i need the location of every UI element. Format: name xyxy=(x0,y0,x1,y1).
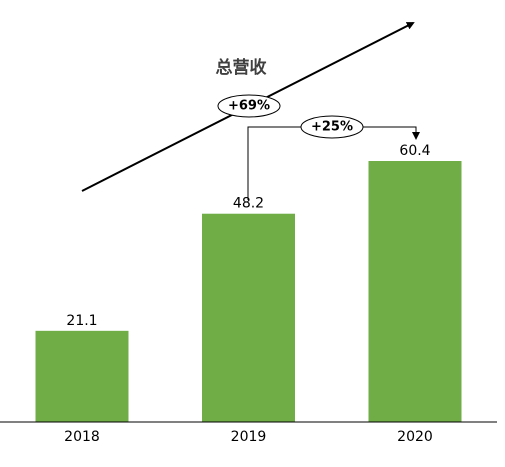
value-label: 21.1 xyxy=(66,313,97,329)
bar xyxy=(368,161,462,422)
chart-title: 总营收 xyxy=(216,57,267,78)
x-tick-label: 2018 xyxy=(64,429,100,445)
value-label: 60.4 xyxy=(399,143,430,159)
annotation-ellipse xyxy=(300,115,364,139)
annotation-ellipse xyxy=(217,94,281,118)
x-tick-label: 2019 xyxy=(231,429,267,445)
value-label: 48.2 xyxy=(233,196,264,212)
x-tick-label: 2020 xyxy=(397,429,433,445)
bar xyxy=(35,330,129,422)
bar xyxy=(202,213,295,422)
annotation: +25% xyxy=(311,120,353,135)
annotation: +69% xyxy=(228,99,270,114)
